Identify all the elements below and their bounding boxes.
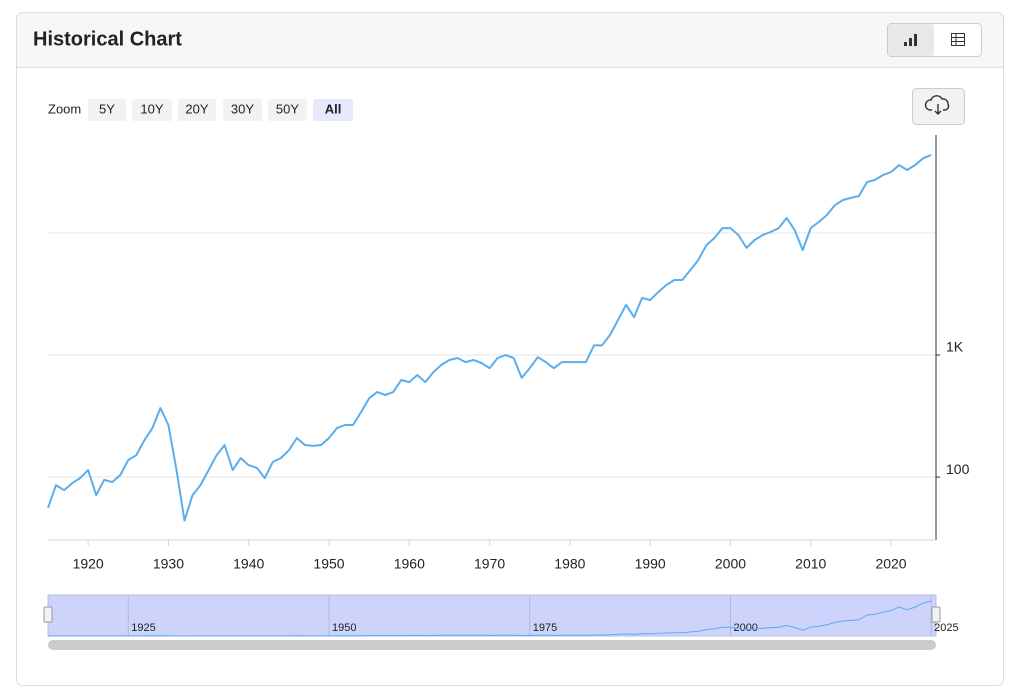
x-tick-label: 2020 (875, 556, 906, 572)
icon (914, 34, 917, 46)
zoom-button[interactable] (268, 99, 307, 121)
panel-header (16, 12, 1004, 68)
navigator-handle[interactable] (931, 606, 941, 623)
zoom-button[interactable] (313, 99, 353, 121)
zoom-option: 30Y (231, 101, 254, 116)
navigator-label: 2025 (934, 622, 958, 634)
x-tick-label: 1960 (394, 556, 425, 572)
plot: 100 1K 1920 1930 1940 1950 1960 1970 1980 1990 200… (43, 135, 970, 650)
y-tick-label: 100 (946, 461, 970, 477)
download-button[interactable] (912, 88, 965, 125)
x-tick-label: 1980 (554, 556, 585, 572)
zoom-option: All (325, 101, 342, 116)
x-tick-label: 2010 (795, 556, 826, 572)
icon (951, 33, 965, 46)
navigator-line (47, 600, 932, 637)
x-tick-label: 1930 (153, 556, 184, 572)
navigator-label: 1950 (332, 622, 356, 634)
x-tick-label: 1970 (474, 556, 505, 572)
navigator-label: 2000 (733, 622, 757, 634)
navigator-handle[interactable] (43, 606, 53, 623)
view-toggle (887, 23, 982, 57)
icon (904, 42, 907, 46)
icon (909, 38, 912, 46)
table-view-button[interactable] (935, 24, 981, 56)
panel-title: Historical Chart (33, 28, 182, 50)
zoom-option: 5Y (99, 101, 115, 116)
x-tick-label: 2000 (715, 556, 746, 572)
x-tick-label: 1920 (73, 556, 104, 572)
zoom-option: 50Y (276, 101, 299, 116)
zoom-label: Zoom (48, 101, 81, 116)
icon (951, 33, 965, 46)
navigator-window (47, 594, 937, 637)
navigator-label: 1975 (533, 622, 557, 634)
navigator-label: 1925 (131, 622, 155, 634)
y-tick-label: 1K (946, 339, 964, 355)
scrollbar[interactable] (48, 640, 936, 650)
zoom-button[interactable] (132, 99, 172, 121)
zoom-bar: Zoom 5Y 10Y 20Y 30Y 50Y All (48, 99, 353, 121)
zoom-button[interactable] (88, 99, 126, 121)
x-tick-label: 1990 (635, 556, 666, 572)
price-line (47, 153, 932, 522)
zoom-button[interactable] (223, 99, 262, 121)
x-tick-label: 1950 (313, 556, 344, 572)
x-tick-label: 1940 (233, 556, 264, 572)
zoom-option: 10Y (140, 101, 163, 116)
zoom-button[interactable] (178, 99, 216, 121)
download-icon (924, 95, 950, 115)
zoom-option: 20Y (185, 101, 208, 116)
